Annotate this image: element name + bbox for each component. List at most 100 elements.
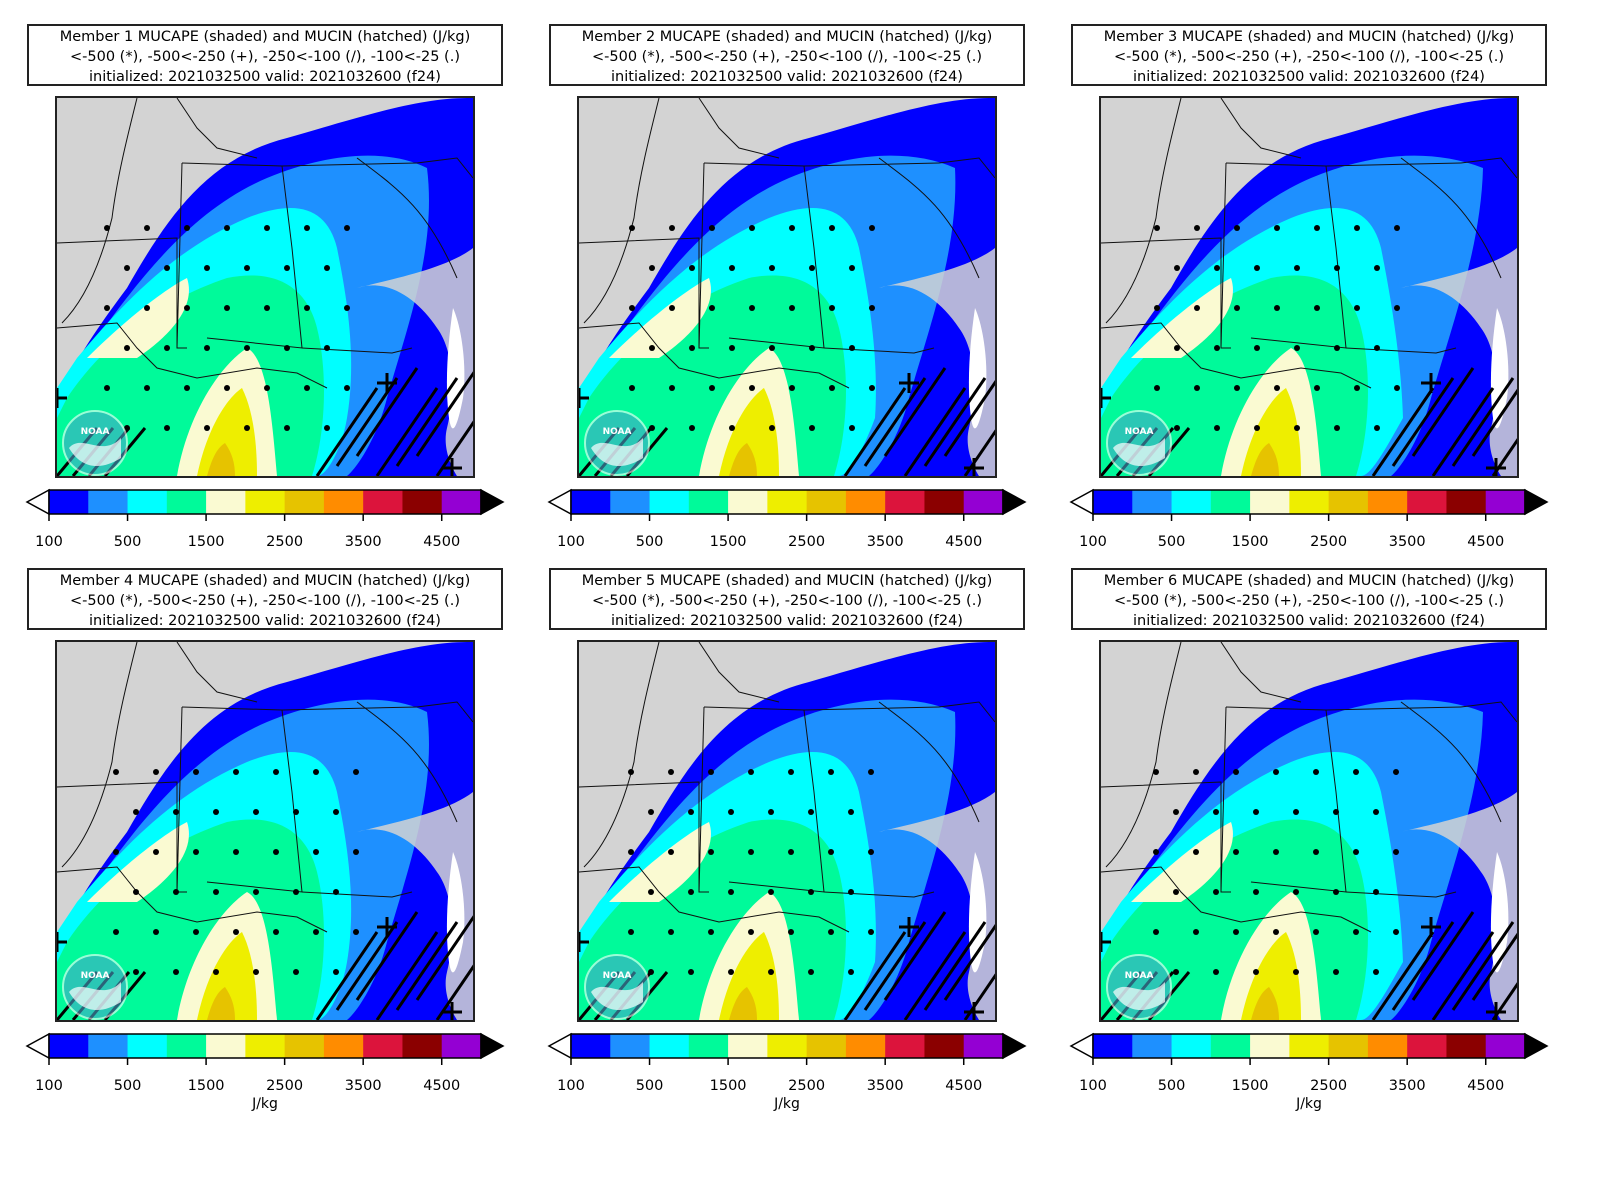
mucin-dot-mark [164, 265, 170, 271]
mucin-dot-mark [849, 425, 855, 431]
mucin-dot-mark [669, 385, 675, 391]
mucin-dot-mark [788, 849, 794, 855]
mucin-dot-mark [293, 889, 299, 895]
colorbar-bin [767, 490, 808, 514]
mucin-dot-mark [244, 345, 250, 351]
colorbar-bin [1289, 490, 1330, 514]
colorbar-bin [806, 1034, 847, 1058]
mucin-cross-mark [579, 388, 589, 408]
cape-region [207, 987, 235, 1020]
cape-region [1131, 822, 1233, 902]
mucin-dot-mark [849, 345, 855, 351]
state-border [698, 706, 705, 893]
colorbar-bin [728, 1034, 768, 1058]
colorbar-bin [127, 490, 168, 514]
panel-title-legend: <-500 (*), -500<-250 (+), -250<-100 (/),… [592, 49, 982, 65]
mucin-hatch-line [355, 367, 419, 457]
land-region [579, 642, 659, 872]
colorbar-tick-label: 4500 [945, 534, 982, 550]
mucin-dot-mark [828, 769, 834, 775]
noaa-logo: NOAA [62, 954, 128, 1020]
panel-title-legend: <-500 (*), -500<-250 (+), -250<-100 (/),… [592, 593, 982, 609]
mucin-dot-mark [273, 929, 279, 935]
mucin-dot-mark [809, 345, 815, 351]
panel-title-times: initialized: 2021032500 valid: 202103260… [611, 69, 963, 85]
mucin-dot-mark [1273, 849, 1279, 855]
colorbar-bin [245, 490, 286, 514]
panel-title-box: Member 3 MUCAPE (shaded) and MUCIN (hatc… [1071, 24, 1547, 86]
state-border [583, 98, 660, 324]
svg-text:NOAA: NOAA [1125, 427, 1154, 437]
state-border [57, 866, 328, 933]
map-plot: NOAA [577, 96, 997, 478]
colorbar-bin [571, 490, 611, 514]
mucin-dot-mark [1174, 265, 1180, 271]
mucin-dot-mark [324, 265, 330, 271]
map-plot: NOAA [55, 96, 475, 478]
mucin-dot-mark [1154, 385, 1160, 391]
mucin-dot-mark [788, 769, 794, 775]
colorbar-over-arrow [480, 1032, 505, 1060]
colorbar-bin [441, 1034, 482, 1058]
cape-region [968, 308, 987, 429]
mucin-dot-mark [828, 929, 834, 935]
state-border [1101, 322, 1372, 389]
state-border [1220, 642, 1302, 703]
mucin-dot-mark [1354, 385, 1360, 391]
mucin-dot-mark [1293, 809, 1299, 815]
colorbar-bin [845, 1034, 886, 1058]
mucin-dot-mark [729, 265, 735, 271]
state-border [938, 157, 995, 179]
state-border [1101, 866, 1372, 933]
mucin-cross-mark [899, 917, 919, 937]
state-border [176, 98, 258, 159]
colorbar-bin [206, 1034, 246, 1058]
mucin-dot-mark [173, 969, 179, 975]
state-border [1220, 162, 1227, 349]
mucin-dot-mark [768, 889, 774, 895]
mucin-dot-mark [193, 769, 199, 775]
state-border [416, 157, 473, 179]
colorbar-tick-label: 100 [557, 534, 585, 550]
mucin-dot-mark [1294, 425, 1300, 431]
colorbar-tick-label: 100 [35, 1078, 63, 1094]
mucin-dot-mark [133, 809, 139, 815]
mucin-dot-mark [668, 769, 674, 775]
colorbar-tick-label: 2500 [1310, 1078, 1347, 1094]
land-region [879, 248, 995, 476]
mucin-dot-mark [1173, 969, 1179, 975]
mucin-dot-mark [1274, 305, 1280, 311]
mucin-dot-mark [1254, 345, 1260, 351]
mucin-hatch-line [923, 921, 987, 1011]
mucin-dot-mark [124, 265, 130, 271]
colorbar-bin [649, 1034, 690, 1058]
mucin-dot-mark [104, 305, 110, 311]
colorbar-tick-label: 2500 [788, 1078, 825, 1094]
colorbar-bin [49, 1034, 89, 1058]
land-region [879, 792, 995, 1020]
state-border [728, 709, 825, 893]
mucin-dot-mark [324, 425, 330, 431]
mucin-dot-mark [1254, 265, 1260, 271]
svg-text:NOAA: NOAA [603, 971, 632, 981]
mucin-hatch-line [1391, 377, 1455, 467]
colorbar-bin [1407, 490, 1447, 514]
mucin-dot-mark [224, 225, 230, 231]
state-border [416, 701, 473, 723]
land-region [357, 792, 473, 1020]
mucin-dot-mark [1194, 225, 1200, 231]
colorbar-over-arrow [1524, 1032, 1549, 1060]
mucin-dot-mark [244, 265, 250, 271]
panel-title-legend: <-500 (*), -500<-250 (+), -250<-100 (/),… [1114, 49, 1504, 65]
mucin-dot-mark [848, 969, 854, 975]
colorbar-over-arrow [1524, 488, 1549, 516]
mucin-dot-mark [124, 345, 130, 351]
member-panel: Member 6 MUCAPE (shaded) and MUCIN (hatc… [1069, 568, 1571, 1128]
mucin-hatch-line [883, 367, 947, 457]
mucin-dot-mark [629, 385, 635, 391]
mucin-dot-mark [748, 929, 754, 935]
mucin-dot-mark [1153, 849, 1159, 855]
mucin-hatch-line [355, 911, 419, 1001]
colorbar-tick-label: 2500 [1310, 534, 1347, 550]
panel-title-times: initialized: 2021032500 valid: 202103260… [1133, 613, 1485, 629]
